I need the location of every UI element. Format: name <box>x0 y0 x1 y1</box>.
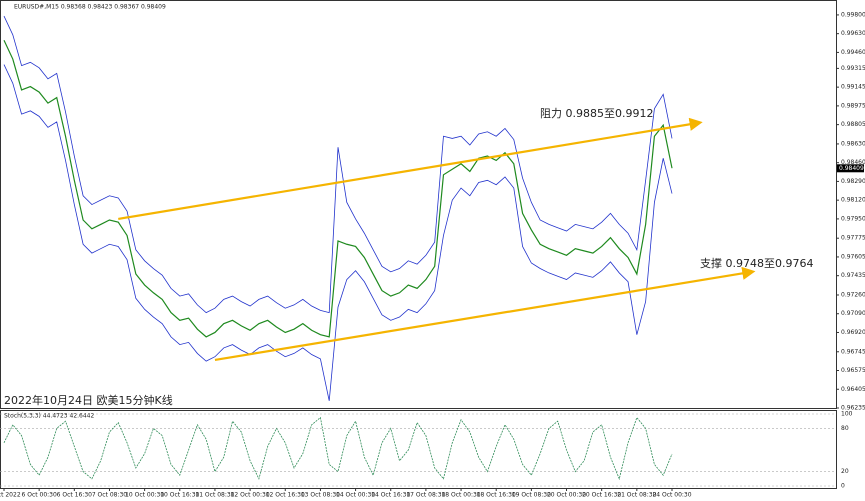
y-tick-label: 0.97605 <box>841 253 865 260</box>
price-line <box>3 15 673 314</box>
resistance-label: 阻力 0.9885至0.9912 <box>540 107 653 120</box>
price-tag <box>837 164 864 173</box>
x-tick-label: 6 Oct 00:30 <box>22 492 57 499</box>
y-tick-label: 0.97260 <box>841 291 865 298</box>
stoch-tick-label: 0 <box>841 483 845 490</box>
x-tick-label: 18 Oct 16:30 <box>477 492 516 499</box>
x-tick-label: 10 Oct 16:30 <box>160 492 199 499</box>
stoch-tick-label: 20 <box>841 468 849 475</box>
x-tick-label: 14 Oct 16:30 <box>371 492 410 499</box>
y-tick-label: 0.98805 <box>841 121 865 128</box>
y-tick-label: 0.98975 <box>841 102 865 109</box>
y-tick-label: 0.96745 <box>841 348 865 355</box>
symbol-info: EURUSD#,M15 0.98368 0.98423 0.98367 0.98… <box>14 4 166 11</box>
x-tick-label: 10 Oct 00:30 <box>125 492 164 499</box>
y-tick-label: 0.96920 <box>841 329 865 336</box>
x-tick-label: 13 Oct 08:30 <box>301 492 340 499</box>
x-tick-label: 21 Oct 08:30 <box>617 492 656 499</box>
y-tick-label: 0.98460 <box>841 159 865 166</box>
y-tick-label: 0.97775 <box>841 235 865 242</box>
stoch-line <box>3 416 673 481</box>
y-tick-label: 0.98120 <box>841 197 865 204</box>
stoch-tick-label: 100 <box>841 411 853 418</box>
x-tick-label: 5 Oct 2022 <box>0 492 21 499</box>
channel-line <box>214 266 756 362</box>
stoch-frame <box>0 410 837 489</box>
x-tick-label: 24 Oct 00:30 <box>652 492 691 499</box>
y-tick-label: 0.96575 <box>841 367 865 374</box>
y-tick-label: 0.99800 <box>841 11 865 18</box>
y-tick-label: 0.99145 <box>841 84 865 91</box>
x-tick-label: 11 Oct 08:30 <box>195 492 234 499</box>
price-line <box>3 40 673 338</box>
x-tick-label: 20 Oct 16:30 <box>582 492 621 499</box>
y-tick-label: 0.96235 <box>841 405 865 412</box>
y-tick-label: 0.99630 <box>841 30 865 37</box>
x-tick-label: 17 Oct 08:30 <box>406 492 445 499</box>
y-tick-label: 0.97435 <box>841 272 865 279</box>
y-tick-label: 0.97950 <box>841 215 865 222</box>
y-tick-label: 0.98630 <box>841 140 865 147</box>
main-frame <box>0 0 837 409</box>
x-tick-label: 12 Oct 16:30 <box>266 492 305 499</box>
y-tick-label: 0.99460 <box>841 49 865 56</box>
y-tick-label: 0.99315 <box>841 65 865 72</box>
channel-line <box>118 117 703 220</box>
x-tick-label: 19 Oct 08:30 <box>512 492 551 499</box>
caption: 2022年10月24日 欧美15分钟K线 <box>4 393 173 407</box>
stoch-title: Stoch(5,3,3) 44.4723 42.6442 <box>4 413 95 420</box>
y-tick-label: 0.96405 <box>841 386 865 393</box>
stoch-tick-label: 80 <box>841 425 849 432</box>
x-tick-label: 14 Oct 00:30 <box>336 492 375 499</box>
support-label: 支撑 0.9748至0.9764 <box>700 256 813 270</box>
y-tick-label: 0.98290 <box>841 178 865 185</box>
x-tick-label: 20 Oct 00:30 <box>547 492 586 499</box>
x-tick-label: 6 Oct 16:30 <box>57 492 92 499</box>
x-tick-label: 7 Oct 08:30 <box>92 492 127 499</box>
x-tick-label: 12 Oct 00:30 <box>231 492 270 499</box>
price-tag-label: 0.98409 <box>839 165 864 172</box>
price-line <box>3 64 673 401</box>
x-tick-label: 18 Oct 00:30 <box>441 492 480 499</box>
y-tick-label: 0.97090 <box>841 310 865 317</box>
